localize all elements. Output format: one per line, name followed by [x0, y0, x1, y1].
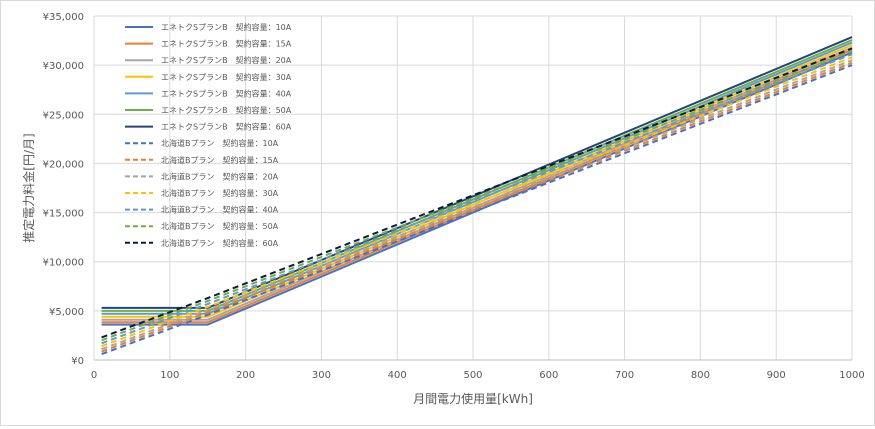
legend-label: 北海道Bプラン 契約容量：40A: [161, 205, 279, 215]
x-tick-label: 600: [539, 370, 558, 381]
legend-label: エネトクSプランB 契約容量：20A: [161, 55, 292, 65]
legend-label: 北海道Bプラン 契約容量：15A: [161, 155, 279, 165]
y-axis-title: 推定電力料金[円/月]: [21, 133, 36, 242]
y-tick-label: ¥35,000: [43, 12, 84, 23]
x-tick-label: 400: [388, 370, 407, 381]
legend-label: 北海道Bプラン 契約容量：10A: [161, 138, 279, 148]
legend-label: エネトクSプランB 契約容量：60A: [161, 122, 292, 132]
series-line-14: [101, 47, 853, 339]
legend: エネトクSプランB 契約容量：10A エネトクSプランB 契約容量：15A エネトク…: [125, 22, 292, 248]
y-tick-label: ¥15,000: [43, 209, 84, 220]
legend-label: エネトクSプランB 契約容量：30A: [161, 72, 292, 82]
series-lines: [101, 36, 853, 356]
y-tick-label: ¥25,000: [43, 110, 84, 121]
x-tick-label: 800: [691, 370, 710, 381]
series-line-12: [101, 53, 853, 345]
legend-label: 北海道Bプラン 契約容量：20A: [161, 171, 279, 181]
x-tick-label: 100: [160, 370, 179, 381]
legend-label: エネトクSプランB 契約容量：15A: [161, 39, 292, 49]
series-line-10: [101, 59, 853, 351]
y-tick-label: ¥10,000: [43, 258, 84, 269]
series-line-13: [101, 50, 853, 342]
axes: [93, 16, 852, 361]
legend-label: エネトクSプランB 契約容量：50A: [161, 105, 292, 115]
x-tick-label: 200: [236, 370, 255, 381]
x-axis-title: 月間電力使用量[kWh]: [413, 391, 533, 406]
series-line-8: [101, 64, 853, 356]
legend-label: 北海道Bプラン 契約容量：50A: [161, 221, 279, 231]
x-tick-label: 1000: [839, 370, 864, 381]
tick-labels: 0 100 200 300 400 500 600 700 800 900 1000 ¥0 ¥5,000…: [43, 12, 865, 381]
legend-label: 北海道Bプラン 契約容量：30A: [161, 188, 279, 198]
y-tick-label: ¥5,000: [49, 307, 84, 318]
x-tick-label: 300: [312, 370, 331, 381]
x-tick-label: 500: [463, 370, 482, 381]
series-line-11: [101, 56, 853, 348]
legend-label: エネトクSプランB 契約容量：40A: [161, 88, 292, 98]
series-line-9: [101, 61, 853, 353]
x-tick-label: 700: [615, 370, 634, 381]
y-tick-label: ¥0: [71, 356, 84, 367]
x-tick-label: 0: [91, 370, 97, 381]
legend-label: 北海道Bプラン 契約容量：60A: [161, 238, 279, 248]
x-tick-label: 900: [767, 370, 786, 381]
y-tick-label: ¥30,000: [43, 61, 84, 72]
y-tick-label: ¥20,000: [43, 159, 84, 170]
legend-label: エネトクSプランB 契約容量：10A: [161, 22, 292, 32]
